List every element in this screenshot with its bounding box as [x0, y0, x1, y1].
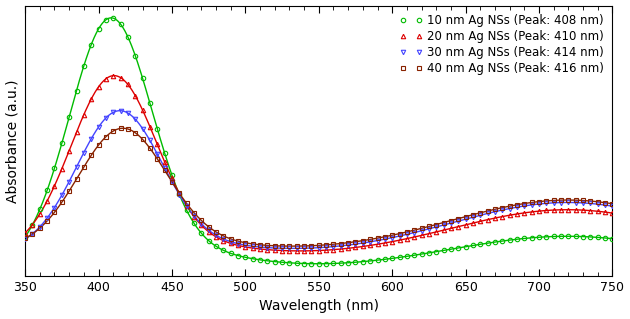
30 nm Ag NSs (Peak: 414 nm): (535, 0.133): 414 nm): (535, 0.133) — [293, 247, 301, 250]
X-axis label: Wavelength (nm): Wavelength (nm) — [259, 300, 379, 314]
20 nm Ag NSs (Peak: 410 nm): (705, 0.29): 410 nm): (705, 0.29) — [542, 209, 550, 212]
30 nm Ag NSs (Peak: 414 nm): (580, 0.155): 414 nm): (580, 0.155) — [359, 241, 367, 245]
Line: 10 nm Ag NSs (Peak: 408 nm): 10 nm Ag NSs (Peak: 408 nm) — [23, 16, 615, 266]
30 nm Ag NSs (Peak: 414 nm): (685, 0.304): 414 nm): (685, 0.304) — [513, 205, 521, 209]
20 nm Ag NSs (Peak: 410 nm): (580, 0.141): 410 nm): (580, 0.141) — [359, 245, 367, 249]
10 nm Ag NSs (Peak: 408 nm): (655, 0.145): 408 nm): (655, 0.145) — [469, 244, 477, 248]
10 nm Ag NSs (Peak: 408 nm): (580, 0.0781): 408 nm): (580, 0.0781) — [359, 260, 367, 263]
40 nm Ag NSs (Peak: 416 nm): (530, 0.142): 416 nm): (530, 0.142) — [285, 244, 293, 248]
Line: 30 nm Ag NSs (Peak: 414 nm): 30 nm Ag NSs (Peak: 414 nm) — [23, 108, 615, 251]
10 nm Ag NSs (Peak: 408 nm): (550, 0.0694): 408 nm): (550, 0.0694) — [315, 262, 323, 266]
30 nm Ag NSs (Peak: 414 nm): (655, 0.263): 414 nm): (655, 0.263) — [469, 215, 477, 219]
Line: 20 nm Ag NSs (Peak: 410 nm): 20 nm Ag NSs (Peak: 410 nm) — [23, 73, 615, 253]
20 nm Ag NSs (Peak: 410 nm): (720, 0.293): 410 nm): (720, 0.293) — [564, 208, 572, 211]
30 nm Ag NSs (Peak: 414 nm): (720, 0.323): 414 nm): (720, 0.323) — [564, 201, 572, 204]
10 nm Ag NSs (Peak: 408 nm): (750, 0.173): 408 nm): (750, 0.173) — [609, 237, 616, 241]
40 nm Ag NSs (Peak: 416 nm): (580, 0.165): 416 nm): (580, 0.165) — [359, 239, 367, 242]
Y-axis label: Absorbance (a.u.): Absorbance (a.u.) — [6, 79, 20, 203]
10 nm Ag NSs (Peak: 408 nm): (720, 0.183): 408 nm): (720, 0.183) — [564, 234, 572, 238]
30 nm Ag NSs (Peak: 414 nm): (350, 0.171): 414 nm): (350, 0.171) — [21, 237, 29, 241]
40 nm Ag NSs (Peak: 416 nm): (350, 0.175): 416 nm): (350, 0.175) — [21, 236, 29, 240]
40 nm Ag NSs (Peak: 416 nm): (685, 0.314): 416 nm): (685, 0.314) — [513, 203, 521, 207]
10 nm Ag NSs (Peak: 408 nm): (685, 0.171): 408 nm): (685, 0.171) — [513, 237, 521, 241]
Line: 40 nm Ag NSs (Peak: 416 nm): 40 nm Ag NSs (Peak: 416 nm) — [23, 126, 614, 248]
30 nm Ag NSs (Peak: 414 nm): (415, 0.703): 414 nm): (415, 0.703) — [117, 109, 124, 113]
40 nm Ag NSs (Peak: 416 nm): (750, 0.318): 416 nm): (750, 0.318) — [609, 202, 616, 206]
40 nm Ag NSs (Peak: 416 nm): (610, 0.201): 416 nm): (610, 0.201) — [403, 230, 411, 234]
Legend: 10 nm Ag NSs (Peak: 408 nm), 20 nm Ag NSs (Peak: 410 nm), 30 nm Ag NSs (Peak: 41: 10 nm Ag NSs (Peak: 408 nm), 20 nm Ag NS… — [397, 11, 607, 77]
10 nm Ag NSs (Peak: 408 nm): (410, 1.09): 408 nm): (410, 1.09) — [110, 16, 117, 20]
30 nm Ag NSs (Peak: 414 nm): (610, 0.191): 414 nm): (610, 0.191) — [403, 233, 411, 236]
20 nm Ag NSs (Peak: 410 nm): (685, 0.275): 410 nm): (685, 0.275) — [513, 212, 521, 216]
30 nm Ag NSs (Peak: 414 nm): (750, 0.308): 414 nm): (750, 0.308) — [609, 204, 616, 208]
40 nm Ag NSs (Peak: 416 nm): (415, 0.63): 416 nm): (415, 0.63) — [117, 127, 124, 130]
10 nm Ag NSs (Peak: 408 nm): (350, 0.18): 408 nm): (350, 0.18) — [21, 235, 29, 239]
20 nm Ag NSs (Peak: 410 nm): (350, 0.197): 410 nm): (350, 0.197) — [21, 231, 29, 235]
40 nm Ag NSs (Peak: 416 nm): (705, 0.33): 416 nm): (705, 0.33) — [542, 199, 550, 203]
20 nm Ag NSs (Peak: 410 nm): (750, 0.279): 410 nm): (750, 0.279) — [609, 211, 616, 215]
20 nm Ag NSs (Peak: 410 nm): (535, 0.123): 410 nm): (535, 0.123) — [293, 249, 301, 253]
10 nm Ag NSs (Peak: 408 nm): (610, 0.1): 408 nm): (610, 0.1) — [403, 255, 411, 258]
40 nm Ag NSs (Peak: 416 nm): (655, 0.273): 416 nm): (655, 0.273) — [469, 213, 477, 217]
10 nm Ag NSs (Peak: 408 nm): (705, 0.181): 408 nm): (705, 0.181) — [542, 235, 550, 239]
20 nm Ag NSs (Peak: 410 nm): (655, 0.238): 410 nm): (655, 0.238) — [469, 221, 477, 225]
30 nm Ag NSs (Peak: 414 nm): (705, 0.32): 414 nm): (705, 0.32) — [542, 201, 550, 205]
20 nm Ag NSs (Peak: 410 nm): (610, 0.173): 410 nm): (610, 0.173) — [403, 237, 411, 241]
20 nm Ag NSs (Peak: 410 nm): (410, 0.848): 410 nm): (410, 0.848) — [110, 74, 117, 78]
40 nm Ag NSs (Peak: 416 nm): (720, 0.333): 416 nm): (720, 0.333) — [564, 198, 572, 202]
